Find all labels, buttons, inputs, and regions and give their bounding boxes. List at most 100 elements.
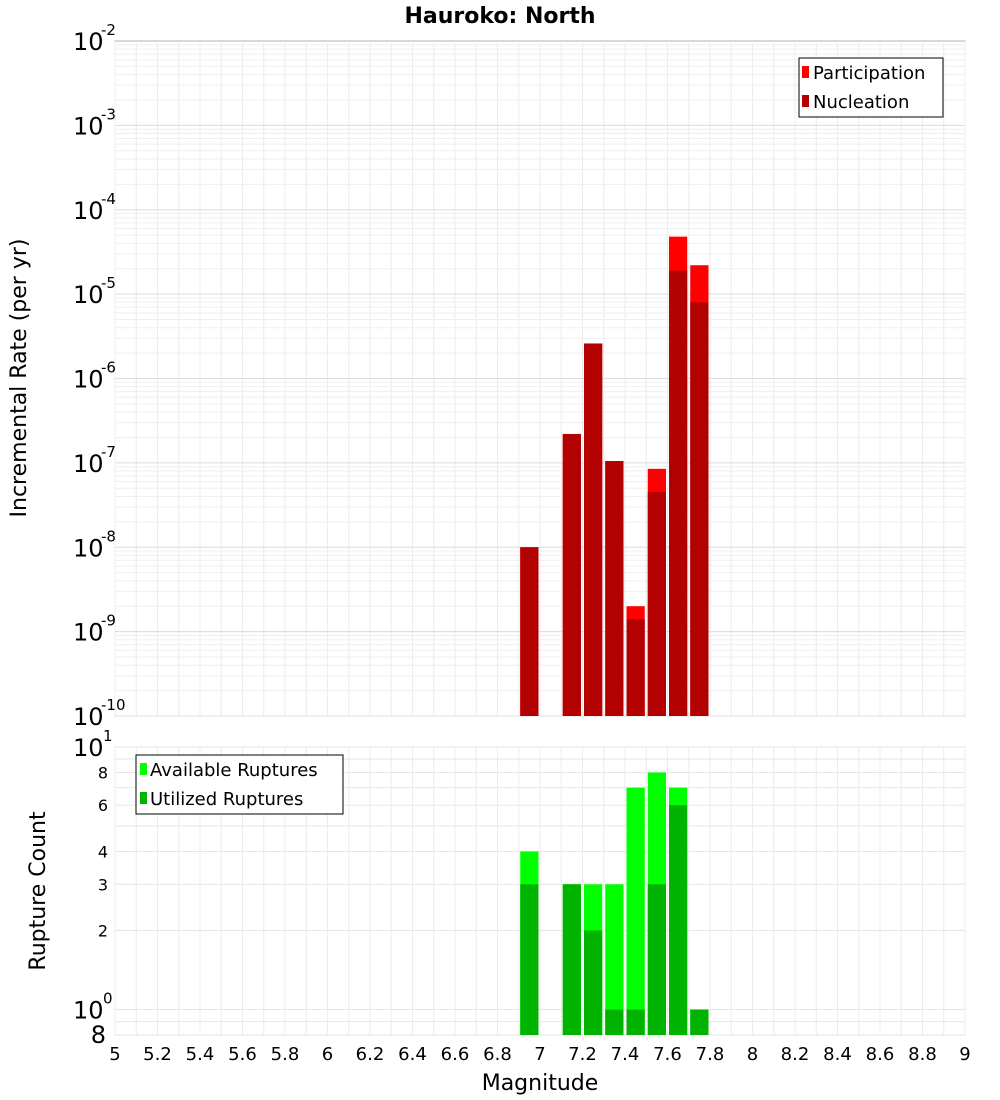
bottom-y-axis-label: Rupture Count bbox=[26, 811, 51, 971]
y-tick-exponent: -4 bbox=[101, 190, 116, 208]
y-tick-base: 10 bbox=[73, 619, 104, 647]
y-tick-exponent: -8 bbox=[101, 527, 116, 545]
legend-available-swatch bbox=[140, 763, 147, 775]
bottom-legend-box bbox=[135, 754, 344, 815]
count-bar-b-4 bbox=[626, 1009, 645, 1035]
y-tick-exponent: -7 bbox=[101, 443, 116, 461]
count-bar-a-3 bbox=[605, 884, 624, 1035]
y-tick-exponent: 0 bbox=[103, 990, 113, 1008]
count-bar-b-0 bbox=[520, 884, 539, 1035]
y-tick-exponent: -3 bbox=[101, 105, 116, 123]
y-tick-base: 10 bbox=[73, 450, 104, 478]
y-tick-base: 10 bbox=[73, 534, 104, 562]
rate-bar-b-1 bbox=[562, 433, 581, 716]
top-y-tick-label: 10-5 bbox=[73, 274, 116, 309]
rate-bar-b-6 bbox=[669, 270, 688, 716]
y-tick-exponent: -2 bbox=[101, 21, 116, 39]
x-tick-label: 5 bbox=[109, 1044, 120, 1065]
x-tick-label: 6.2 bbox=[356, 1044, 385, 1065]
x-tick-label: 8.8 bbox=[908, 1044, 937, 1065]
y-tick-base: 10 bbox=[73, 997, 104, 1025]
bottom-y-minor-tick: 6 bbox=[98, 796, 108, 815]
x-tick-label: 6 bbox=[322, 1044, 333, 1065]
y-tick-exponent: -9 bbox=[101, 612, 116, 630]
rate-bar-b-5 bbox=[647, 492, 666, 716]
x-tick-label: 5.6 bbox=[228, 1044, 257, 1065]
legend-available-label: Available Ruptures bbox=[150, 760, 318, 781]
bottom-y-major-tick: 10 0 bbox=[73, 990, 113, 1025]
rate-bar-b-0 bbox=[520, 547, 539, 716]
count-bar-b-2 bbox=[584, 930, 603, 1035]
top-y-tick-label: 10-3 bbox=[73, 105, 116, 140]
x-tick-label: 6.8 bbox=[483, 1044, 512, 1065]
top-legend: Participation Nucleation bbox=[798, 57, 944, 118]
x-tick-label: 7.2 bbox=[568, 1044, 597, 1065]
bottom-y-minor-tick: 8 bbox=[91, 1021, 106, 1049]
top-y-tick-label: 10-10 bbox=[73, 696, 126, 731]
x-tick-label: 7.8 bbox=[696, 1044, 725, 1065]
y-tick-base: 10 bbox=[73, 366, 104, 394]
x-tick-labels: 5 5.2 5.4 5.6 5.8 6 6.2 6.4 6.6 6.8 7 7.2 7.4 7.6 7.8 8… bbox=[109, 1044, 970, 1065]
bottom-y-minor-tick: 8 bbox=[98, 763, 108, 782]
top-bars bbox=[520, 236, 709, 716]
legend-nucleation-swatch bbox=[802, 95, 809, 107]
y-tick-exponent: -6 bbox=[101, 359, 116, 377]
top-y-axis-label: Incremental Rate (per yr) bbox=[7, 239, 32, 518]
x-tick-label: 7.4 bbox=[611, 1044, 640, 1065]
y-tick-exponent: 1 bbox=[103, 727, 113, 745]
rate-bar-b-7 bbox=[690, 302, 709, 716]
bottom-legend: Available Ruptures Utilized Ruptures bbox=[135, 754, 344, 815]
y-tick-exponent: -10 bbox=[101, 696, 126, 714]
count-bar-b-5 bbox=[647, 884, 666, 1035]
bottom-y-minor-tick: 3 bbox=[98, 875, 108, 894]
x-tick-label: 8 bbox=[747, 1044, 758, 1065]
top-grid bbox=[114, 41, 966, 717]
y-tick-base: 10 bbox=[73, 28, 104, 56]
bottom-y-minor-tick: 4 bbox=[98, 842, 108, 861]
legend-nucleation-label: Nucleation bbox=[813, 92, 909, 113]
y-tick-base: 10 bbox=[73, 197, 104, 225]
x-tick-label: 5.2 bbox=[143, 1044, 172, 1065]
top-y-tick-label: 10-2 bbox=[73, 21, 116, 56]
x-tick-label: 8.2 bbox=[781, 1044, 810, 1065]
x-tick-label: 9 bbox=[959, 1044, 970, 1065]
bottom-y-major-tick: 10 1 bbox=[73, 727, 113, 762]
chart-title: Hauroko: North bbox=[404, 4, 595, 29]
x-tick-label: 8.4 bbox=[823, 1044, 852, 1065]
rate-bar-b-4 bbox=[626, 619, 645, 716]
x-tick-label: 6.6 bbox=[441, 1044, 470, 1065]
legend-utilized-swatch bbox=[140, 792, 147, 804]
x-tick-label: 8.6 bbox=[866, 1044, 895, 1065]
count-bar-b-1 bbox=[562, 884, 581, 1035]
top-y-tick-label: 10-9 bbox=[73, 612, 116, 647]
count-bar-b-3 bbox=[605, 1009, 624, 1035]
x-axis-label: Magnitude bbox=[482, 1071, 599, 1096]
top-y-tick-label: 10-6 bbox=[73, 359, 116, 394]
top-legend-box bbox=[798, 57, 944, 118]
y-tick-base: 10 bbox=[73, 734, 104, 762]
y-tick-base: 10 bbox=[73, 281, 104, 309]
y-tick-exponent: -5 bbox=[101, 274, 116, 292]
x-tick-label: 7.6 bbox=[653, 1044, 682, 1065]
legend-participation-swatch bbox=[802, 66, 809, 78]
y-tick-base: 10 bbox=[73, 703, 104, 731]
legend-utilized-label: Utilized Ruptures bbox=[150, 789, 303, 810]
x-tick-label: 6.4 bbox=[398, 1044, 427, 1065]
x-tick-label: 5.8 bbox=[271, 1044, 300, 1065]
count-bar-a-4 bbox=[626, 787, 645, 1035]
count-bar-b-7 bbox=[690, 1009, 709, 1035]
rate-bar-b-3 bbox=[605, 461, 624, 716]
x-tick-label: 5.4 bbox=[186, 1044, 215, 1065]
x-tick-label: 7 bbox=[534, 1044, 545, 1065]
top-y-tick-label: 10-8 bbox=[73, 527, 116, 562]
top-y-tick-label: 10-7 bbox=[73, 443, 116, 478]
rate-bar-b-2 bbox=[584, 343, 603, 716]
count-bar-b-6 bbox=[669, 805, 688, 1035]
bottom-bars bbox=[520, 772, 709, 1035]
top-y-tick-label: 10-4 bbox=[73, 190, 116, 225]
